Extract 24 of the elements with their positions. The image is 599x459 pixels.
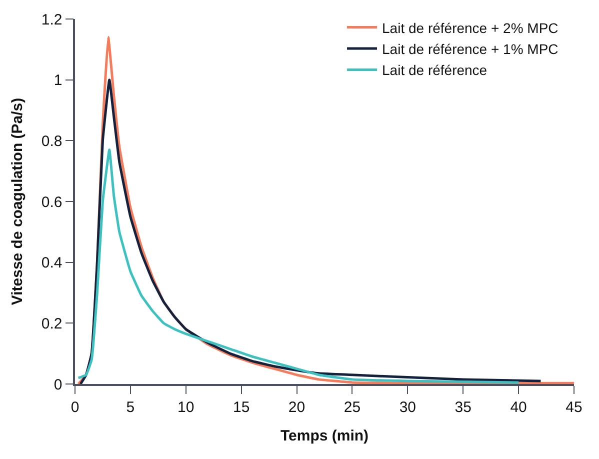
legend-label: Lait de référence + 2% MPC: [382, 20, 558, 36]
y-tick-label: 1: [54, 72, 62, 90]
legend-label: Lait de référence + 1% MPC: [382, 40, 558, 57]
x-tick-label: 45: [566, 398, 582, 416]
y-tick-label: 0.4: [41, 254, 62, 272]
x-tick-label: 15: [232, 398, 250, 416]
x-tick-label: 25: [344, 398, 361, 416]
y-tick-label: 0.6: [41, 194, 62, 211]
y-tick-label: 1.2: [41, 11, 62, 28]
y-axis-title: Vitesse de coagulation (Pa/s): [9, 98, 26, 306]
x-tick-label: 10: [178, 398, 194, 416]
x-tick-label: 5: [126, 398, 135, 416]
line-series: [79, 78, 542, 384]
y-tick-label: 0.2: [41, 315, 62, 332]
line-series: [77, 148, 520, 384]
y-tick-label: 0.8: [41, 132, 62, 150]
x-axis-title: Temps (min): [280, 427, 369, 444]
legend-label: Lait de référence: [382, 62, 488, 78]
x-tick-label: 30: [399, 398, 416, 416]
x-tick-label: 20: [288, 398, 306, 416]
y-tick-label: 0: [54, 376, 62, 394]
x-tick-label: 35: [454, 398, 472, 416]
x-tick-label: 0: [70, 398, 80, 416]
x-tick-label: 40: [510, 398, 527, 416]
